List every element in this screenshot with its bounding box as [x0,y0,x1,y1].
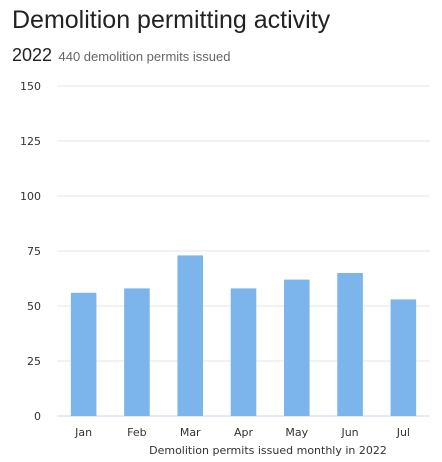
y-tick-label: 0 [34,410,41,423]
y-tick-label: 125 [20,135,41,148]
y-tick-label: 100 [20,190,41,203]
x-axis-ticks: Jan Feb Mar Apr May Jun Jul [74,426,410,439]
bars [70,255,417,416]
x-tick-label-may: May [285,426,308,439]
bar-apr[interactable] [230,288,257,416]
x-tick-label-jun: Jun [340,426,358,439]
chart-title: Demolition permitting activity [12,6,331,34]
subtitle-year: 2022 [12,45,53,65]
y-tick-label: 75 [27,245,41,258]
x-axis-title: Demolition permits issued monthly in 202… [149,444,387,457]
x-tick-label-apr: Apr [234,426,254,439]
y-axis-ticks: 0 25 50 75 100 125 150 [20,80,41,423]
bar-mar[interactable] [177,255,204,416]
subtitle-summary: 440 demolition permits issued [58,49,231,64]
bar-jul[interactable] [390,299,417,416]
chart-subtitle: 2022 440 demolition permits issued [12,45,230,66]
bar-may[interactable] [283,279,310,416]
y-tick-label: 150 [20,80,41,93]
y-tick-label: 50 [27,300,41,313]
x-tick-label-mar: Mar [180,426,201,439]
y-tick-label: 25 [27,355,41,368]
bar-jun[interactable] [337,273,363,416]
bar-jan[interactable] [70,292,97,416]
x-tick-label-feb: Feb [127,426,146,439]
bar-feb[interactable] [124,288,150,416]
x-tick-label-jul: Jul [396,426,410,439]
x-tick-label-jan: Jan [74,426,92,439]
